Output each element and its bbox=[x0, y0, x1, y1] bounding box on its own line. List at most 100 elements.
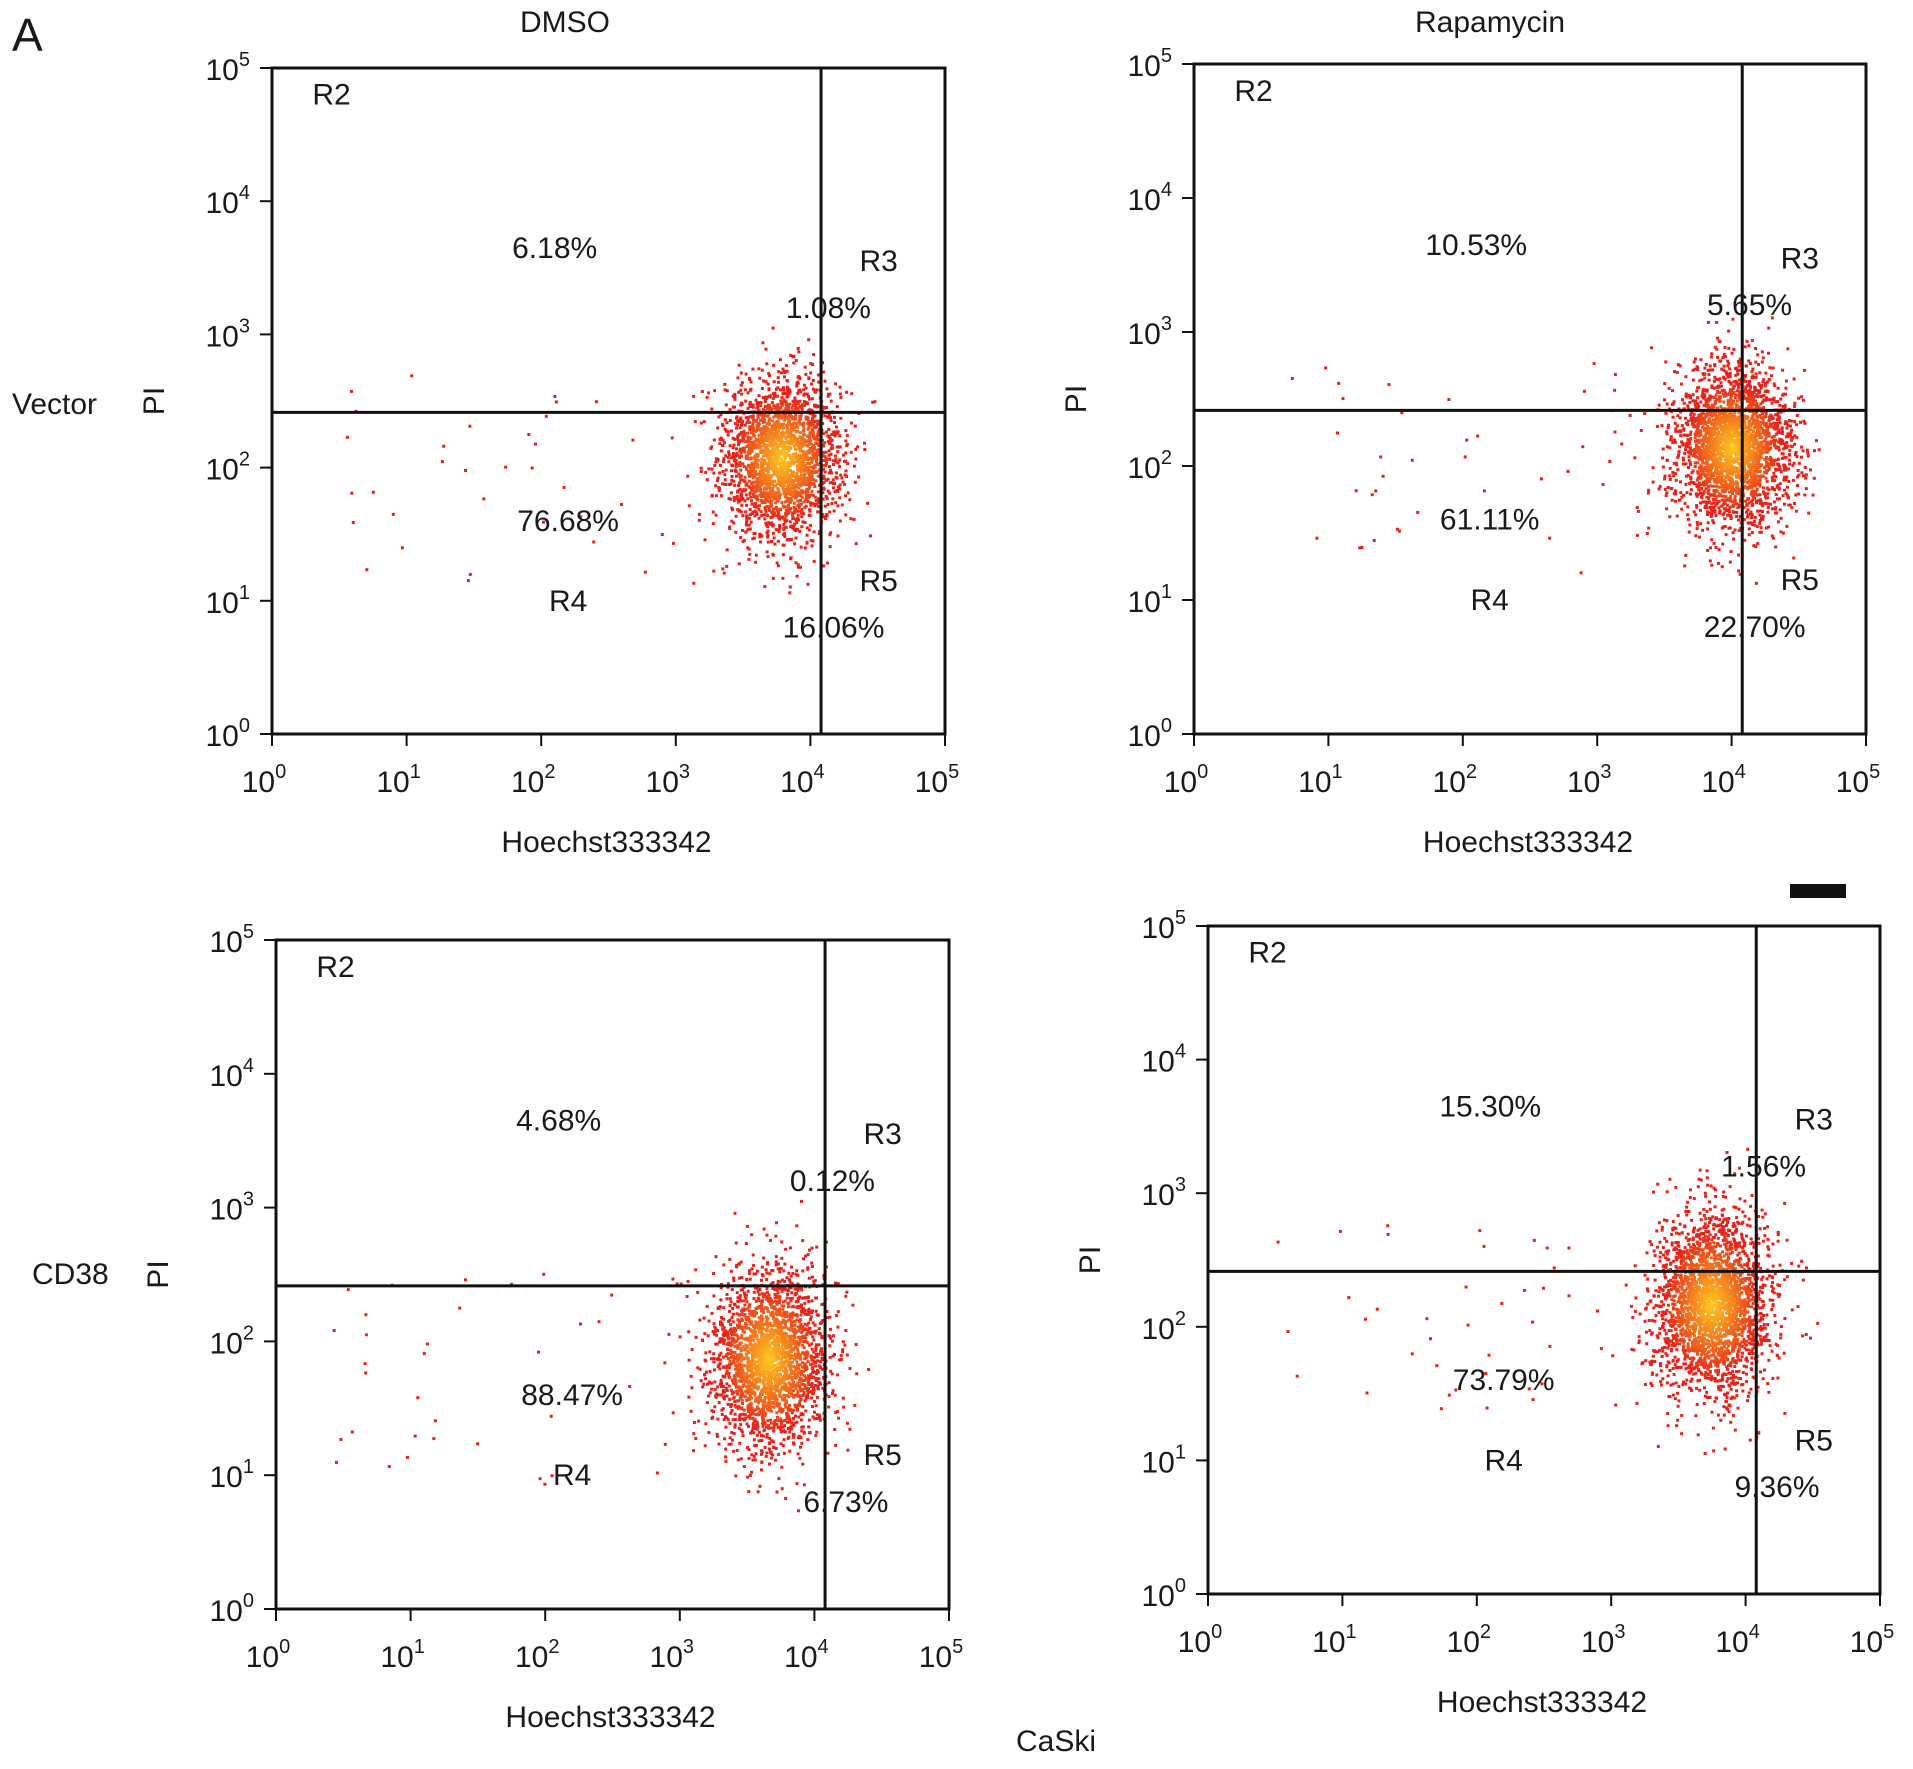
data-point bbox=[738, 440, 741, 444]
data-point bbox=[1739, 526, 1743, 530]
data-point bbox=[844, 451, 848, 455]
data-point bbox=[763, 585, 767, 589]
data-point bbox=[1724, 434, 1728, 438]
data-point bbox=[732, 521, 736, 525]
data-point bbox=[745, 482, 749, 486]
data-point bbox=[750, 488, 754, 492]
data-point bbox=[736, 454, 740, 458]
data-point bbox=[1784, 392, 1787, 396]
data-point bbox=[766, 438, 770, 442]
data-point bbox=[852, 517, 856, 521]
data-point bbox=[1728, 444, 1732, 448]
data-point bbox=[1695, 478, 1699, 482]
data-point bbox=[1733, 414, 1737, 418]
data-point bbox=[792, 511, 796, 515]
data-point bbox=[807, 476, 811, 480]
data-point bbox=[1759, 498, 1762, 502]
data-point bbox=[1666, 486, 1670, 489]
data-point bbox=[1721, 542, 1725, 546]
data-point bbox=[592, 540, 596, 544]
data-point bbox=[1686, 466, 1690, 469]
data-point bbox=[1722, 511, 1726, 515]
data-point bbox=[1723, 431, 1727, 435]
data-point bbox=[806, 449, 810, 453]
data-point bbox=[1758, 384, 1762, 387]
data-point bbox=[1771, 479, 1775, 483]
data-point bbox=[530, 466, 534, 470]
data-point bbox=[1689, 437, 1693, 441]
data-point bbox=[1701, 467, 1704, 471]
data-point bbox=[1715, 437, 1719, 441]
data-point bbox=[1744, 397, 1748, 400]
data-point bbox=[724, 429, 728, 433]
data-point bbox=[783, 413, 787, 417]
data-point bbox=[797, 565, 800, 569]
data-point bbox=[844, 513, 848, 517]
data-point bbox=[1735, 475, 1739, 479]
data-point bbox=[1734, 470, 1738, 474]
data-point bbox=[1324, 366, 1328, 370]
data-point bbox=[777, 488, 781, 492]
data-point bbox=[827, 428, 831, 431]
data-point bbox=[761, 408, 765, 412]
data-point bbox=[714, 494, 718, 498]
data-point bbox=[1765, 441, 1769, 445]
data-point bbox=[785, 447, 789, 451]
data-point bbox=[767, 418, 771, 422]
data-point bbox=[764, 380, 768, 384]
data-point bbox=[766, 525, 770, 529]
data-point bbox=[1749, 467, 1753, 471]
data-point bbox=[1727, 436, 1731, 440]
data-point bbox=[821, 438, 825, 442]
data-point bbox=[1756, 414, 1760, 418]
data-point bbox=[1780, 457, 1784, 460]
data-point bbox=[777, 515, 780, 519]
data-point bbox=[792, 461, 796, 465]
data-point bbox=[1757, 406, 1761, 410]
data-point bbox=[798, 462, 801, 466]
data-point bbox=[1760, 395, 1763, 399]
data-point bbox=[802, 469, 806, 473]
data-point bbox=[1754, 545, 1758, 548]
data-point bbox=[1787, 503, 1791, 507]
data-point bbox=[758, 470, 762, 474]
data-point bbox=[803, 383, 806, 387]
data-point bbox=[836, 461, 840, 465]
data-point bbox=[822, 459, 826, 462]
data-point bbox=[1733, 432, 1737, 436]
data-point bbox=[1755, 425, 1759, 428]
data-point bbox=[806, 496, 810, 500]
data-point bbox=[1703, 426, 1707, 430]
data-point bbox=[802, 388, 806, 392]
data-point bbox=[1726, 414, 1730, 417]
data-point bbox=[1708, 511, 1712, 515]
data-point bbox=[1745, 510, 1748, 514]
data-point bbox=[1749, 393, 1753, 396]
data-point bbox=[1703, 376, 1707, 380]
data-point bbox=[786, 403, 790, 407]
data-point bbox=[748, 451, 752, 455]
data-point bbox=[768, 492, 772, 496]
data-point bbox=[831, 486, 835, 490]
data-point bbox=[1711, 519, 1715, 523]
data-point bbox=[755, 512, 759, 516]
data-point bbox=[787, 391, 790, 394]
data-point bbox=[1691, 378, 1695, 382]
data-point bbox=[816, 405, 820, 409]
data-point bbox=[745, 503, 749, 507]
data-point bbox=[732, 499, 736, 502]
data-point bbox=[773, 493, 777, 497]
data-point bbox=[1693, 425, 1697, 428]
data-point bbox=[777, 416, 781, 420]
data-point bbox=[856, 445, 860, 449]
data-point bbox=[721, 443, 725, 447]
data-point bbox=[1678, 445, 1682, 449]
data-point bbox=[594, 400, 598, 404]
data-point bbox=[1665, 491, 1669, 495]
data-point bbox=[828, 440, 832, 444]
data-point bbox=[1675, 371, 1679, 374]
data-point bbox=[1727, 346, 1731, 350]
data-point bbox=[838, 496, 842, 500]
data-point bbox=[845, 475, 849, 478]
